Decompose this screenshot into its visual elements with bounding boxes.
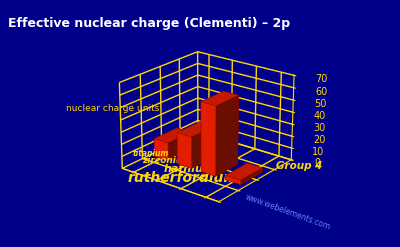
Text: www.webelements.com: www.webelements.com	[244, 192, 332, 232]
Text: Effective nuclear charge (Clementi) – 2p: Effective nuclear charge (Clementi) – 2p	[8, 17, 290, 30]
